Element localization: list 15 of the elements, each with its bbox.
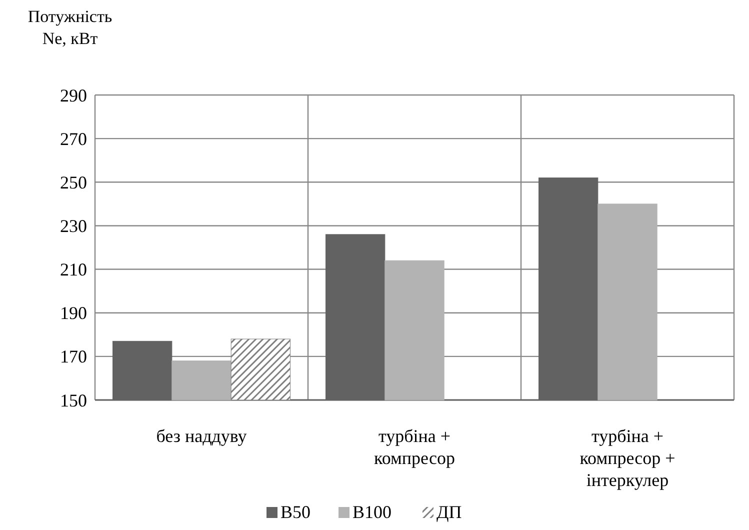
y-tick-label: 230 [60, 216, 87, 236]
x-tick-label: без наддуву [156, 426, 247, 446]
y-tick-label: 150 [60, 390, 87, 410]
y-tick-label: 270 [60, 128, 87, 149]
y-tick-label: 190 [60, 303, 87, 324]
legend-label: B100 [352, 502, 392, 522]
y-axis-title: Потужність Ne, кВт [28, 7, 112, 48]
y-tick-label: 210 [60, 260, 87, 280]
legend-label: B50 [280, 502, 311, 522]
y-tick-label: 250 [60, 172, 87, 192]
x-tick-label: турбіна + компресор + інтеркулер [580, 426, 676, 490]
legend-label: ДП [436, 502, 462, 522]
x-tick-label: турбіна + компресор [374, 426, 455, 468]
y-tick-label: 290 [60, 85, 87, 106]
y-tick-label: 170 [60, 346, 87, 367]
